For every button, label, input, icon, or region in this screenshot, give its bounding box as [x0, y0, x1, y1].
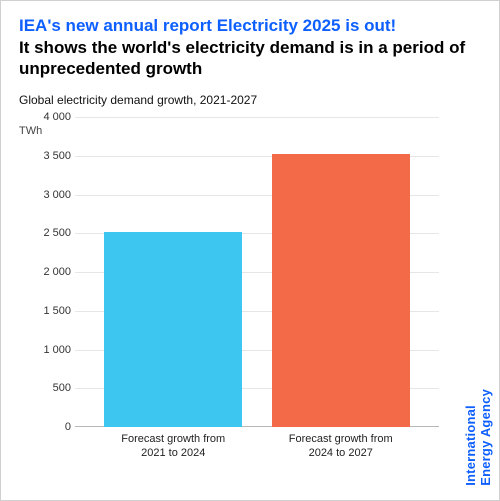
branding-line2: Energy Agency	[478, 389, 493, 486]
gridline	[75, 117, 439, 118]
plot-area: 05001 0001 5002 0002 5003 0003 5004 000F…	[75, 117, 439, 427]
y-tick-label: 3 500	[19, 150, 71, 162]
y-axis-unit: TWh	[19, 125, 42, 137]
y-tick-label: 1 500	[19, 305, 71, 317]
y-tick-label: 0	[19, 421, 71, 433]
chart-title: Global electricity demand growth, 2021-2…	[19, 93, 481, 107]
branding-vertical: International Energy Agency	[463, 389, 493, 486]
chart-card: IEA's new annual report Electricity 2025…	[0, 0, 500, 501]
x-tick-label: Forecast growth from2024 to 2027	[262, 433, 420, 461]
bar-chart: TWh 05001 0001 5002 0002 5003 0003 5004 …	[19, 117, 439, 465]
y-tick-label: 2 500	[19, 227, 71, 239]
y-tick-label: 1 000	[19, 344, 71, 356]
y-tick-label: 4 000	[19, 111, 71, 123]
x-tick-label: Forecast growth from2021 to 2024	[94, 433, 252, 461]
y-tick-label: 500	[19, 382, 71, 394]
bar	[272, 154, 410, 427]
subhead: It shows the world's electricity demand …	[19, 38, 481, 79]
headline: IEA's new annual report Electricity 2025…	[19, 15, 481, 36]
y-tick-label: 3 000	[19, 189, 71, 201]
branding-line1: International	[463, 405, 478, 486]
bar	[104, 232, 242, 427]
y-tick-label: 2 000	[19, 266, 71, 278]
